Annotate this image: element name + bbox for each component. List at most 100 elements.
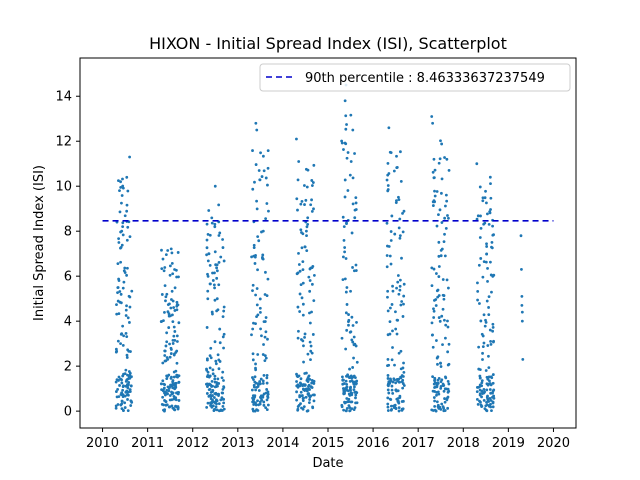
data-point [168, 264, 172, 268]
data-point [480, 395, 483, 399]
data-point [164, 400, 168, 404]
data-point [519, 234, 523, 238]
data-point [386, 405, 390, 409]
data-point [206, 385, 209, 389]
data-point [389, 239, 393, 242]
data-point [123, 372, 127, 375]
data-point [353, 406, 357, 410]
data-point [167, 373, 171, 377]
data-point [126, 386, 130, 390]
data-point [482, 341, 486, 345]
data-point [125, 175, 129, 179]
data-point [396, 389, 400, 393]
data-point [312, 299, 316, 303]
data-point [173, 309, 177, 312]
data-point [222, 401, 226, 405]
data-point [312, 207, 315, 211]
data-point [388, 306, 392, 310]
data-point [218, 231, 222, 235]
data-point [433, 200, 437, 204]
data-point [478, 302, 481, 305]
data-point [485, 403, 489, 407]
data-point [349, 289, 352, 293]
data-point [395, 199, 398, 203]
data-point [165, 374, 169, 378]
data-point [481, 392, 485, 395]
data-point [447, 382, 451, 386]
data-point [399, 150, 402, 154]
data-point [125, 203, 129, 207]
data-point [475, 390, 479, 394]
data-point [300, 246, 304, 250]
data-point [387, 363, 391, 367]
x-tick-label: 2016 [357, 436, 390, 451]
data-point [303, 335, 306, 339]
data-point [163, 284, 167, 288]
data-point [445, 199, 449, 203]
data-point [221, 404, 225, 408]
data-point [211, 372, 215, 376]
data-point [175, 340, 179, 343]
data-point [216, 353, 220, 357]
data-point [440, 177, 444, 181]
data-point [261, 395, 265, 399]
data-point [253, 180, 256, 184]
data-point [306, 352, 310, 356]
data-point [348, 409, 352, 412]
data-point [520, 295, 524, 298]
data-point [345, 123, 348, 126]
x-tick-label: 2014 [266, 436, 299, 451]
data-point [264, 406, 268, 410]
data-point [478, 185, 482, 189]
data-point [447, 342, 451, 346]
data-point [250, 333, 253, 337]
data-point [119, 246, 123, 249]
data-point [251, 327, 255, 331]
data-point [300, 394, 304, 398]
data-point [479, 257, 483, 260]
y-tick-label: 10 [55, 180, 72, 195]
data-point [386, 388, 390, 392]
data-point [344, 142, 348, 146]
data-point [206, 275, 210, 278]
legend: 90th percentile : 8.46333637237549 [259, 63, 571, 92]
data-point [217, 283, 221, 287]
data-point [206, 289, 210, 293]
data-point [475, 398, 479, 401]
data-point [385, 178, 389, 182]
data-point [346, 151, 350, 154]
data-point [215, 269, 219, 273]
data-point [115, 312, 119, 316]
data-point [304, 198, 308, 202]
data-point [443, 387, 447, 391]
data-point [173, 396, 177, 400]
data-point [480, 404, 484, 408]
data-point [161, 379, 165, 383]
data-point [173, 382, 177, 385]
data-point [485, 382, 489, 386]
data-point [205, 222, 209, 226]
data-point [310, 198, 313, 202]
data-point [130, 289, 134, 293]
data-point [176, 391, 179, 394]
data-point [125, 378, 129, 381]
data-point [437, 294, 441, 297]
data-point [254, 322, 257, 326]
data-point [128, 321, 131, 324]
data-point [163, 349, 167, 353]
data-point [205, 246, 209, 250]
data-point [310, 266, 314, 270]
data-point [177, 275, 180, 279]
data-point [436, 362, 439, 366]
data-point [252, 378, 255, 381]
data-point [393, 403, 397, 407]
data-point [206, 297, 210, 301]
data-point [215, 276, 219, 280]
data-point [342, 392, 346, 396]
data-point [352, 356, 355, 360]
data-point [165, 292, 169, 296]
data-point [251, 187, 255, 191]
data-point [297, 251, 300, 255]
data-point [433, 399, 436, 403]
data-point [386, 184, 390, 187]
